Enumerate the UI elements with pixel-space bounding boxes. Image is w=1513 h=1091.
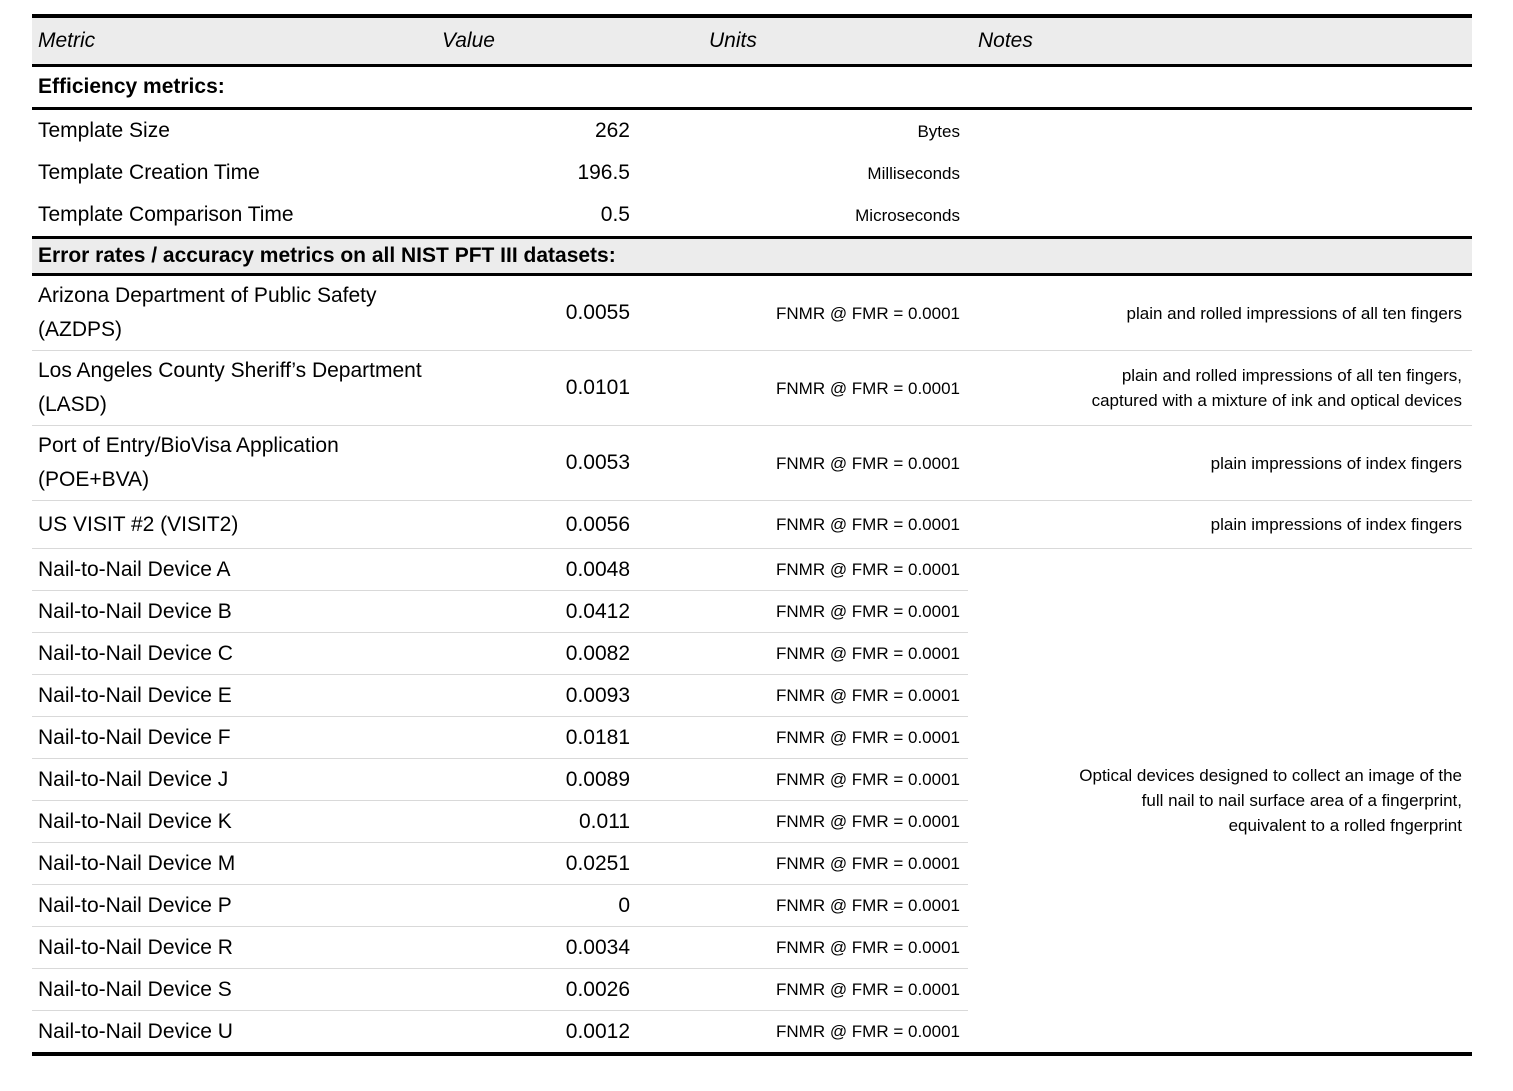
accuracy-rows: Arizona Department of Public Safety (AZD… [32,276,1472,549]
section-header-efficiency-metrics: Efficiency metrics: [32,67,1472,110]
value-cell: 0.0053 [565,451,630,474]
table-row: Nail-to-Nail Device U 0.0012 FNMR @ FMR = … [32,1011,968,1052]
metric-cell: Nail-to-Nail Device S [38,977,232,1001]
table-row: Nail-to-Nail Device F 0.0181 FNMR @ FMR = … [32,717,968,759]
value-cell: 0.0093 [565,683,630,707]
units-cell: FNMR @ FMR = 0.0001 [776,770,960,789]
units-cell: FNMR @ FMR = 0.0001 [776,378,960,398]
value-cell: 0.0034 [565,935,630,959]
units-cell: FNMR @ FMR = 0.0001 [776,728,960,747]
metric-cell: Port of Entry/BioVisa Application (POE+B… [38,434,339,491]
value-cell: 0 [618,893,630,917]
units-cell: Microseconds [855,205,960,225]
value-cell: 0.0048 [565,557,630,581]
efficiency-rows: Template Size 262 Bytes Template Creation T… [32,110,1472,236]
column-header-notes: Notes [978,29,1033,52]
table-row: Nail-to-Nail Device R 0.0034 FNMR @ FMR = … [32,927,968,969]
units-cell: FNMR @ FMR = 0.0001 [776,515,960,534]
notes-cell: plain impressions of index fingers [1210,515,1462,534]
metric-cell: Template Size [38,119,170,142]
section-header-error-rates: Error rates / accuracy metrics on all NI… [32,236,1472,276]
table-row: Los Angeles County Sheriff’s Department … [32,351,1472,426]
units-cell: Bytes [917,121,960,141]
metric-cell: Nail-to-Nail Device K [38,809,232,833]
table-row: Nail-to-Nail Device P 0 FNMR @ FMR = 0.000… [32,885,968,927]
metric-cell: Nail-to-Nail Device R [38,935,233,959]
table-row: Nail-to-Nail Device J 0.0089 FNMR @ FMR = … [32,759,968,801]
metric-cell: Los Angeles County Sheriff’s Department … [38,359,422,416]
value-cell: 0.0251 [565,851,630,875]
units-cell: FNMR @ FMR = 0.0001 [776,980,960,999]
notes-cell: plain and rolled impressions of all ten … [1126,303,1462,323]
table-row: Port of Entry/BioVisa Application (POE+B… [32,426,1472,501]
metric-cell: Template Comparison Time [38,203,294,226]
nail-device-rows: Nail-to-Nail Device A 0.0048 FNMR @ FMR = … [32,549,968,1052]
units-cell: FNMR @ FMR = 0.0001 [776,560,960,579]
notes-cell: plain impressions of index fingers [1210,453,1462,473]
table-row: Template Size 262 Bytes [32,110,1472,152]
table-header-row: Metric Value Units Notes [32,18,1472,67]
table-row: Nail-to-Nail Device C 0.0082 FNMR @ FMR = … [32,633,968,675]
table-row: Nail-to-Nail Device E 0.0093 FNMR @ FMR = … [32,675,968,717]
metric-cell: Nail-to-Nail Device C [38,641,233,665]
metric-cell: Nail-to-Nail Device P [38,893,232,917]
value-cell: 0.0082 [565,641,630,665]
value-cell: 0.0101 [565,376,630,399]
value-cell: 262 [594,119,630,142]
value-cell: 196.5 [577,161,630,184]
units-cell: Milliseconds [867,163,960,183]
units-cell: FNMR @ FMR = 0.0001 [776,303,960,323]
metric-cell: Arizona Department of Public Safety (AZD… [38,284,377,341]
units-cell: FNMR @ FMR = 0.0001 [776,602,960,621]
table-row: Nail-to-Nail Device S 0.0026 FNMR @ FMR = … [32,969,968,1011]
notes-cell [968,194,1472,236]
column-header-value: Value [442,29,495,52]
metric-cell: Nail-to-Nail Device B [38,599,232,623]
value-cell: 0.0181 [565,725,630,749]
metric-cell: Nail-to-Nail Device J [38,767,229,791]
table-row: Arizona Department of Public Safety (AZD… [32,276,1472,351]
units-cell: FNMR @ FMR = 0.0001 [776,854,960,873]
table-row: Template Creation Time 196.5 Milliseconds [32,152,1472,194]
table-row: Nail-to-Nail Device B 0.0412 FNMR @ FMR = … [32,591,968,633]
units-cell: FNMR @ FMR = 0.0001 [776,1022,960,1041]
value-cell: 0.5 [600,203,630,226]
column-header-units: Units [709,29,757,52]
units-cell: FNMR @ FMR = 0.0001 [776,812,960,831]
value-cell: 0.0056 [565,512,630,536]
nail-device-group: Nail-to-Nail Device A 0.0048 FNMR @ FMR = … [32,549,1472,1052]
units-cell: FNMR @ FMR = 0.0001 [776,453,960,473]
column-header-metric: Metric [38,29,96,52]
metric-cell: Nail-to-Nail Device E [38,683,232,707]
metric-cell: US VISIT #2 (VISIT2) [38,512,239,536]
value-cell: 0.011 [579,809,630,833]
units-cell: FNMR @ FMR = 0.0001 [776,686,960,705]
metric-cell: Nail-to-Nail Device M [38,851,236,875]
table-row: Nail-to-Nail Device M 0.0251 FNMR @ FMR = … [32,843,968,885]
metric-cell: Nail-to-Nail Device U [38,1019,233,1043]
table-row: Nail-to-Nail Device K 0.011 FNMR @ FMR = 0… [32,801,968,843]
notes-cell [968,152,1472,194]
value-cell: 0.0055 [565,301,630,324]
metric-cell: Nail-to-Nail Device F [38,725,231,749]
metrics-table: Metric Value Units Notes Efficiency metr… [32,14,1472,1056]
table-row: Template Comparison Time 0.5 Microseconds [32,194,1472,236]
units-cell: FNMR @ FMR = 0.0001 [776,644,960,663]
nail-group-shared-note: Optical devices designed to collect an i… [1079,766,1462,835]
units-cell: FNMR @ FMR = 0.0001 [776,938,960,957]
value-cell: 0.0012 [565,1019,630,1043]
value-cell: 0.0026 [565,977,630,1001]
notes-cell: plain and rolled impressions of all ten … [1091,366,1462,410]
metric-cell: Template Creation Time [38,161,260,184]
metric-cell: Nail-to-Nail Device A [38,557,231,581]
table-row: Nail-to-Nail Device A 0.0048 FNMR @ FMR = … [32,549,968,591]
table-row: US VISIT #2 (VISIT2) 0.0056 FNMR @ FMR = 0… [32,501,1472,549]
value-cell: 0.0089 [565,767,630,791]
value-cell: 0.0412 [565,599,630,623]
units-cell: FNMR @ FMR = 0.0001 [776,896,960,915]
notes-cell [968,110,1472,152]
